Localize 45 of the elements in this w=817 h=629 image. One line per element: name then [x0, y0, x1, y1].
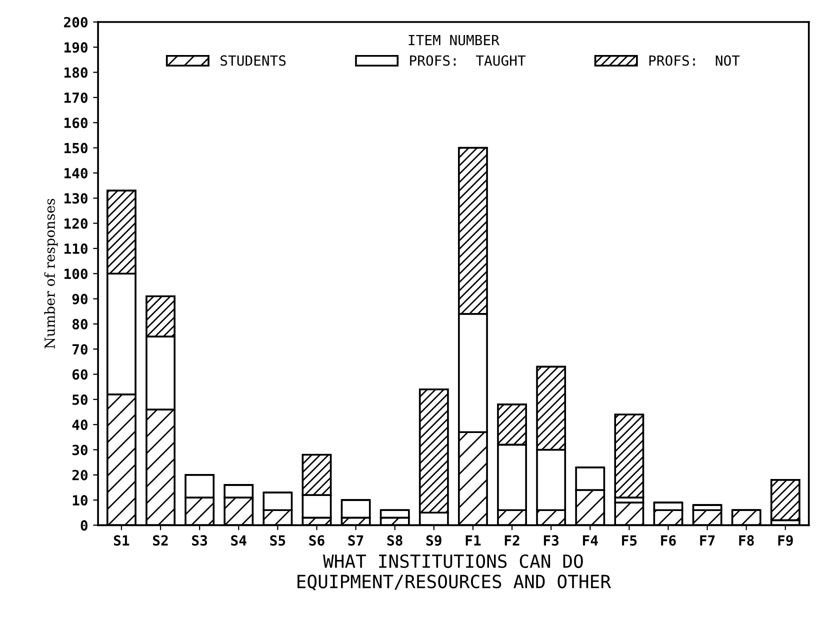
y-tick-label: 180: [64, 67, 88, 78]
x-tick-label: F3: [544, 535, 559, 546]
legend-title: ITEM NUMBER: [408, 35, 500, 46]
y-tick-label: 150: [64, 142, 88, 154]
x-tick-label: S6: [309, 535, 324, 546]
y-tick-label: 130: [64, 193, 88, 204]
y-tick-label: 20: [72, 470, 88, 480]
x-tick-label: F6: [661, 535, 676, 546]
x-tick-label: F8: [739, 535, 754, 546]
x-axis-title: WHAT INSTITUTIONS CAN DO EQUIPMENT/RESOURCES AND OTHER: [298, 554, 612, 590]
y-tick-label: 140: [64, 168, 88, 178]
y-tick-label: 10: [72, 495, 88, 506]
y-tick-label: 70: [72, 344, 88, 355]
x-tick-label: S7: [348, 535, 364, 546]
y-tick-label: 40: [72, 420, 88, 430]
x-tick-label: F4: [583, 535, 598, 546]
x-tick-label: S9: [426, 535, 442, 546]
x-tick-label: F2: [504, 535, 520, 546]
y-tick-label: 110: [64, 243, 88, 254]
legend-label: STUDENTS: [220, 55, 286, 66]
x-tick-label: F7: [700, 535, 715, 546]
y-axis-title: Number of responses: [44, 198, 58, 348]
y-tick-label: 200: [64, 16, 88, 28]
x-tick-label: S2: [153, 535, 168, 546]
x-tick-label: S1: [114, 535, 130, 546]
y-tick-label: 50: [72, 394, 88, 405]
y-tick-label: 90: [72, 294, 88, 304]
legend-label: PROFS: TAUGHT: [410, 55, 526, 66]
x-tick-label: S8: [387, 535, 402, 546]
y-tick-label: 190: [64, 42, 88, 53]
y-tick-label: 100: [64, 268, 88, 280]
y-tick-label: 0: [80, 520, 88, 531]
y-tick-label: 60: [72, 369, 88, 380]
x-tick-label: F5: [622, 535, 637, 546]
legend-label: PROFS: NOT: [649, 55, 740, 66]
x-tick-label: S4: [231, 535, 246, 546]
y-tick-label: 160: [64, 118, 88, 128]
x-tick-label: S3: [192, 535, 208, 546]
y-tick-label: 120: [64, 218, 88, 229]
y-tick-label: 30: [72, 444, 88, 456]
x-tick-label: F1: [466, 535, 481, 546]
x-tick-label: F9: [778, 535, 793, 546]
y-tick-label: 170: [64, 92, 88, 103]
y-tick-label: 80: [72, 318, 88, 330]
x-tick-label: S5: [270, 535, 286, 546]
